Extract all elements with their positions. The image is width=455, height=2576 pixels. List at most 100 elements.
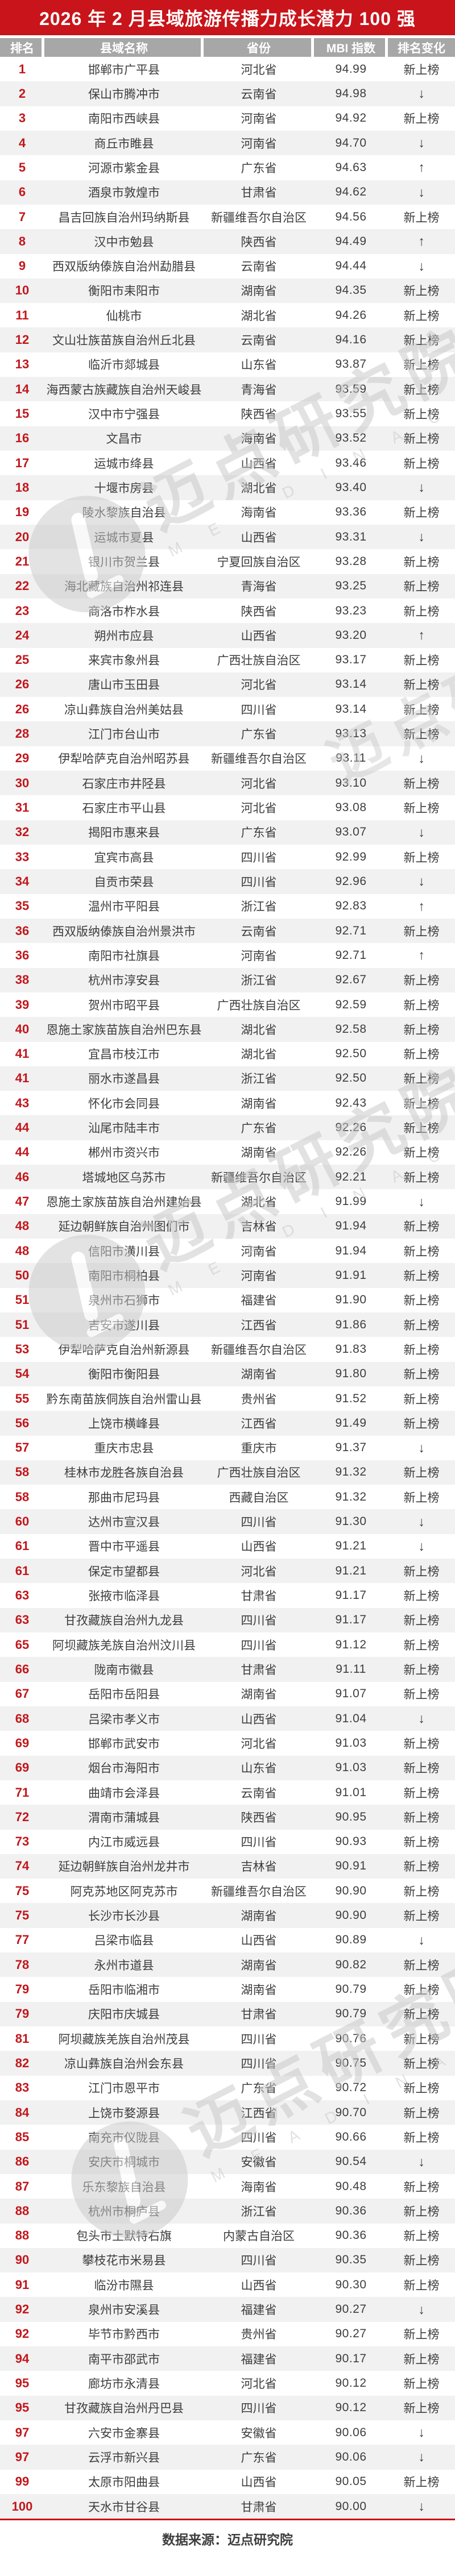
rank-cell: 47 <box>15 1194 30 1209</box>
province-cell: 河南省 <box>241 1245 277 1258</box>
rank-cell: 44 <box>15 1145 30 1160</box>
province-cell: 广东省 <box>241 2451 277 2465</box>
county-name-cell: 汉中市宁强县 <box>88 408 160 422</box>
table-row: 35 温州市平阳县 浙江省 92.83 ↑ <box>0 894 455 919</box>
rank-change-cell: 新上榜 <box>403 1294 440 1308</box>
province-cell: 山西省 <box>241 2279 277 2292</box>
county-name-cell: 来宾市象州县 <box>88 654 160 668</box>
rank-cell: 16 <box>15 431 30 446</box>
rank-cell: 8 <box>18 234 26 248</box>
province-cell: 湖北省 <box>241 1048 277 1062</box>
rank-change-cell: 新上榜 <box>403 974 440 988</box>
county-name-cell: 庆阳市庆城县 <box>88 2008 160 2022</box>
rank-cell: 63 <box>15 1613 30 1627</box>
rank-change-cell: 新上榜 <box>403 2279 440 2292</box>
rank-cell: 68 <box>15 1711 30 1726</box>
table-row: 79 岳阳市临湘市 湖南省 90.79 新上榜 <box>0 1977 455 2002</box>
rank-cell: 46 <box>15 1169 30 1184</box>
table-row: 67 岳阳市岳阳县 湖南省 91.07 新上榜 <box>0 1681 455 1706</box>
mbi-index-cell: 90.70 <box>335 2105 367 2119</box>
table-row: 36 西双版纳傣族自治州景洪市 云南省 92.71 新上榜 <box>0 918 455 944</box>
rank-cell: 90 <box>15 2253 30 2267</box>
mbi-index-cell: 90.36 <box>335 2229 367 2242</box>
mbi-index-cell: 91.12 <box>335 1638 367 1651</box>
province-cell: 甘肃省 <box>241 2008 277 2022</box>
rank-change-cell: 新上榜 <box>403 2353 440 2366</box>
province-cell: 四川省 <box>241 2254 277 2268</box>
province-cell: 甘肃省 <box>241 1663 277 1677</box>
table-row: 66 陇南市徽县 甘肃省 91.11 新上榜 <box>0 1657 455 1682</box>
rank-cell: 77 <box>15 1933 30 1947</box>
page-title: 2026 年 2 月县域旅游传播力成长潜力 100 强 <box>39 9 416 29</box>
table-row: 61 晋中市平遥县 山西省 91.21 ↓ <box>0 1534 455 1559</box>
rank-change-cell: ↓ <box>418 1194 425 1209</box>
county-name-cell: 江门市恩平市 <box>88 2082 160 2096</box>
rank-cell: 35 <box>15 899 30 913</box>
rank-cell: 53 <box>15 1341 30 1356</box>
mbi-index-cell: 90.27 <box>335 2303 367 2316</box>
province-cell: 云南省 <box>241 334 277 348</box>
province-cell: 江西省 <box>241 1319 277 1332</box>
table-row: 19 陵水黎族自治县 海南省 93.36 新上榜 <box>0 500 455 525</box>
county-name-cell: 南充市仪陇县 <box>88 2131 160 2145</box>
table-row: 63 甘孜藏族自治州九龙县 四川省 91.17 新上榜 <box>0 1607 455 1632</box>
mbi-index-cell: 94.63 <box>335 160 367 174</box>
rank-change-cell: ↓ <box>418 2301 425 2317</box>
column-header-rank-change: 排名变化 <box>398 41 445 55</box>
province-cell: 浙江省 <box>241 900 277 914</box>
rank-change-cell: 新上榜 <box>403 1368 440 1382</box>
table-row: 78 永州市道县 湖南省 90.82 新上榜 <box>0 1952 455 1977</box>
mbi-index-cell: 94.35 <box>335 284 367 297</box>
province-cell: 重庆市 <box>241 1442 277 1456</box>
province-cell: 广西壮族自治区 <box>217 654 301 668</box>
rank-change-cell: 新上榜 <box>403 2131 440 2145</box>
rank-cell: 10 <box>15 283 30 298</box>
province-cell: 河南省 <box>241 949 277 963</box>
county-name-cell: 宜昌市枝江市 <box>88 1048 160 1062</box>
rank-cell: 73 <box>15 1834 30 1849</box>
rank-change-cell: 新上榜 <box>403 1984 440 1997</box>
rank-cell: 1 <box>18 61 26 76</box>
province-cell: 山西省 <box>241 531 277 545</box>
rank-change-cell: ↓ <box>418 824 425 840</box>
rank-cell: 5 <box>18 160 26 174</box>
rank-change-cell: 新上榜 <box>403 1023 440 1037</box>
rank-cell: 30 <box>15 775 30 790</box>
county-name-cell: 怀化市会同县 <box>88 1097 160 1111</box>
rank-cell: 4 <box>18 135 26 150</box>
mbi-index-cell: 92.96 <box>335 874 367 888</box>
rank-change-cell: 新上榜 <box>403 1885 440 1898</box>
mbi-index-cell: 93.14 <box>335 678 367 691</box>
rank-cell: 21 <box>15 554 30 568</box>
rank-change-cell: 新上榜 <box>403 1417 440 1431</box>
county-name-cell: 甘孜藏族自治州丹巴县 <box>64 2402 184 2416</box>
rank-change-cell: 新上榜 <box>403 1220 440 1234</box>
rank-cell: 3 <box>18 111 26 126</box>
county-name-cell: 凉山彝族自治州美姑县 <box>64 703 184 717</box>
province-cell: 福建省 <box>241 2304 277 2317</box>
mbi-index-cell: 93.14 <box>335 702 367 716</box>
table-row: 69 邯郸市武安市 河北省 91.03 新上榜 <box>0 1731 455 1756</box>
county-name-cell: 朔州市应县 <box>94 629 154 643</box>
province-cell: 广东省 <box>241 826 277 840</box>
rank-change-cell: ↓ <box>418 874 425 889</box>
province-cell: 海南省 <box>241 433 277 446</box>
province-cell: 四川省 <box>241 1639 277 1652</box>
table-row: 48 延边朝鲜族自治州图们市 吉林省 91.94 新上榜 <box>0 1214 455 1239</box>
mbi-index-cell: 91.17 <box>335 1613 367 1627</box>
rank-cell: 15 <box>15 406 30 421</box>
mbi-index-cell: 90.75 <box>335 2056 367 2070</box>
mbi-index-cell: 93.20 <box>335 628 367 642</box>
table-row: 61 保定市望都县 河北省 91.21 新上榜 <box>0 1559 455 1584</box>
county-name-cell: 内江市威远县 <box>88 1836 160 1850</box>
mbi-index-cell: 92.21 <box>335 1170 367 1183</box>
rank-change-cell: 新上榜 <box>403 1146 440 1160</box>
table-row: 40 恩施土家族苗族自治州巴东县 湖北省 92.58 新上榜 <box>0 1017 455 1042</box>
county-name-cell: 吕梁市临县 <box>94 1934 154 1948</box>
table-row: 31 石家庄市平山县 河北省 93.08 新上榜 <box>0 795 455 820</box>
rank-cell: 86 <box>15 2154 30 2169</box>
county-name-cell: 伊犁哈萨克自治州新源县 <box>58 1343 190 1357</box>
county-name-cell: 唐山市玉田县 <box>88 679 160 692</box>
province-cell: 四川省 <box>241 2402 277 2416</box>
rank-change-cell: 新上榜 <box>403 555 440 569</box>
